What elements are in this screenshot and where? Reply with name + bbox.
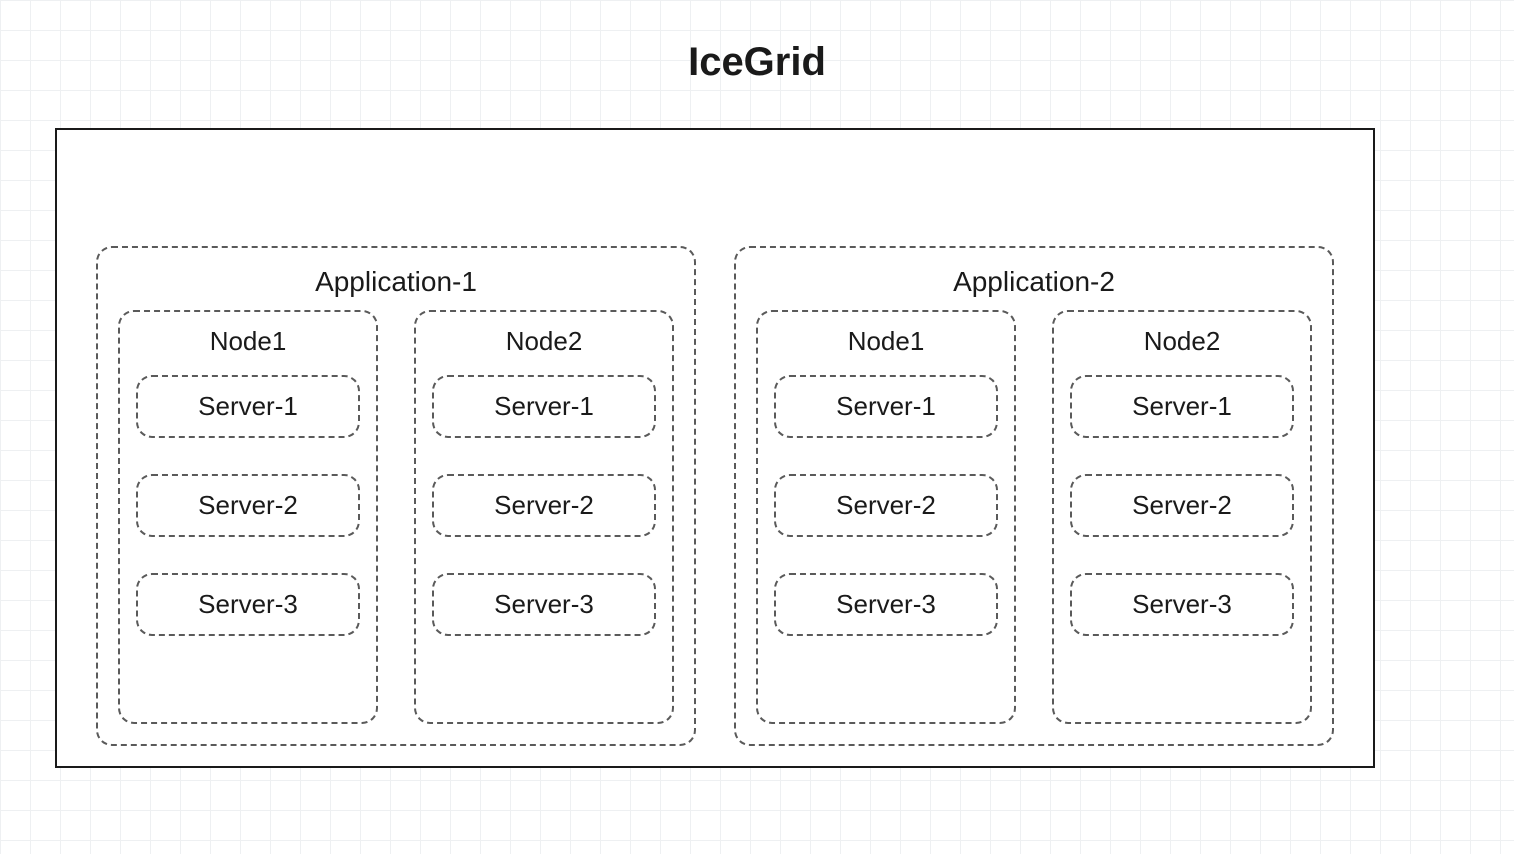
server-box: Server-1 [1070, 375, 1294, 438]
server-box: Server-2 [432, 474, 656, 537]
application-2-node-1-label: Node1 [774, 326, 998, 357]
application-2-node-2-label: Node2 [1070, 326, 1294, 357]
application-1-node-1-servers: Server-1 Server-2 Server-3 [136, 375, 360, 636]
application-2-node-1-servers: Server-1 Server-2 Server-3 [774, 375, 998, 636]
server-box: Server-3 [136, 573, 360, 636]
diagram-title: IceGrid [688, 40, 826, 85]
server-box: Server-1 [432, 375, 656, 438]
server-box: Server-3 [774, 573, 998, 636]
server-box: Server-2 [774, 474, 998, 537]
server-box: Server-1 [136, 375, 360, 438]
application-2-node-2-box: Node2 Server-1 Server-2 Server-3 [1052, 310, 1312, 724]
application-2-node-1-box: Node1 Server-1 Server-2 Server-3 [756, 310, 1016, 724]
application-1-label: Application-1 [118, 266, 674, 298]
application-1-box: Application-1 Node1 Server-1 Server-2 Se… [96, 246, 696, 746]
server-box: Server-2 [1070, 474, 1294, 537]
server-box: Server-3 [432, 573, 656, 636]
application-1-node-2-servers: Server-1 Server-2 Server-3 [432, 375, 656, 636]
server-box: Server-1 [774, 375, 998, 438]
icegrid-container: Application-1 Node1 Server-1 Server-2 Se… [55, 128, 1375, 768]
server-box: Server-3 [1070, 573, 1294, 636]
application-2-box: Application-2 Node1 Server-1 Server-2 Se… [734, 246, 1334, 746]
application-2-label: Application-2 [756, 266, 1312, 298]
application-2-nodes: Node1 Server-1 Server-2 Server-3 Node2 S… [756, 310, 1312, 724]
application-1-node-1-label: Node1 [136, 326, 360, 357]
application-1-node-1-box: Node1 Server-1 Server-2 Server-3 [118, 310, 378, 724]
application-1-nodes: Node1 Server-1 Server-2 Server-3 Node2 S… [118, 310, 674, 724]
application-1-node-2-label: Node2 [432, 326, 656, 357]
application-2-node-2-servers: Server-1 Server-2 Server-3 [1070, 375, 1294, 636]
application-1-node-2-box: Node2 Server-1 Server-2 Server-3 [414, 310, 674, 724]
server-box: Server-2 [136, 474, 360, 537]
